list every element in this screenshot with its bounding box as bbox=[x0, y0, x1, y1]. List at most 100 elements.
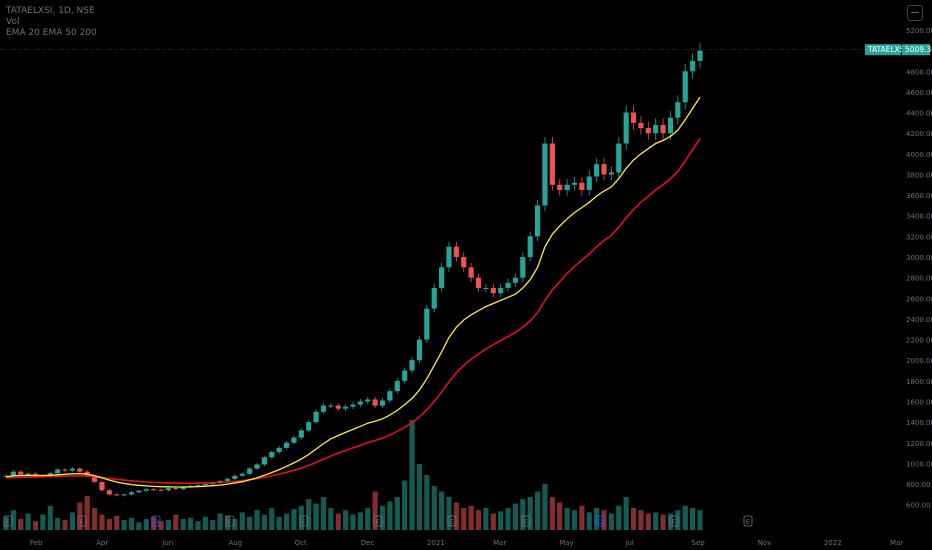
volume-bar bbox=[424, 475, 430, 530]
event-marker-label: E bbox=[746, 518, 750, 526]
candle-body bbox=[10, 471, 16, 476]
candle-body bbox=[365, 399, 371, 402]
candle-body bbox=[25, 473, 31, 475]
candle-body bbox=[335, 405, 341, 409]
volume-bar bbox=[32, 521, 39, 530]
volume-bar bbox=[468, 505, 474, 530]
candle-body bbox=[542, 143, 548, 206]
candle-body bbox=[468, 267, 474, 278]
candle-body bbox=[47, 473, 53, 476]
candle-body bbox=[276, 447, 282, 453]
x-tick-label: Nov bbox=[758, 539, 772, 547]
volume-bar bbox=[99, 514, 105, 530]
volume-bar bbox=[40, 514, 46, 530]
y-tick-label: 3800.00 bbox=[906, 171, 932, 179]
volume-bar bbox=[630, 508, 637, 530]
event-marker-label: E bbox=[376, 518, 380, 526]
y-axis: 600.00 800.00 1000.00 1200.00 1400.00 1600.00… bbox=[906, 27, 932, 510]
candle-body bbox=[579, 182, 585, 190]
volume-bar bbox=[453, 502, 459, 530]
event-marker bbox=[151, 515, 161, 527]
candle-body bbox=[210, 483, 216, 485]
y-tick-label: 2600.00 bbox=[906, 295, 932, 303]
volume-bar bbox=[55, 517, 61, 530]
x-tick-label: Oct bbox=[295, 539, 307, 547]
volume-bar bbox=[594, 508, 600, 530]
volume-bars bbox=[3, 420, 703, 530]
volume-bar bbox=[571, 510, 578, 530]
y-tick-label: 3200.00 bbox=[906, 233, 932, 241]
event-marker-label: E bbox=[302, 518, 306, 526]
volume-bar bbox=[549, 497, 555, 530]
volume-bar bbox=[276, 516, 282, 530]
volume-bar bbox=[498, 511, 504, 530]
volume-bar bbox=[254, 510, 260, 530]
volume-bar bbox=[409, 420, 415, 530]
candle-body bbox=[121, 494, 127, 496]
legend-volume: Vol bbox=[6, 17, 20, 27]
volume-bar bbox=[291, 509, 297, 530]
candle-body bbox=[594, 164, 600, 177]
volume-bar bbox=[483, 508, 489, 530]
candle-body bbox=[298, 430, 304, 438]
y-tick-label: 2400.00 bbox=[906, 316, 932, 324]
event-marker-label: E bbox=[524, 518, 528, 526]
candle-body bbox=[505, 282, 511, 288]
volume-bar bbox=[394, 497, 400, 530]
volume-bar bbox=[47, 505, 53, 530]
event-marker-label: D bbox=[154, 518, 159, 526]
volume-bar bbox=[660, 514, 666, 530]
candle-body bbox=[608, 172, 614, 175]
candle-body bbox=[520, 257, 526, 278]
event-marker bbox=[225, 515, 235, 527]
candle-body bbox=[475, 277, 482, 288]
candle-body bbox=[564, 184, 570, 190]
candle-body bbox=[630, 112, 637, 123]
candle-body bbox=[675, 102, 681, 118]
event-marker bbox=[299, 515, 309, 527]
volume-bar bbox=[151, 516, 157, 530]
y-tick-label: 600.00 bbox=[906, 502, 931, 510]
y-tick-label: 4200.00 bbox=[906, 130, 932, 138]
event-marker-label: D bbox=[598, 518, 603, 526]
event-marker bbox=[743, 515, 753, 527]
candle-body bbox=[343, 406, 349, 409]
price-tag: TATAELXSI 5009.30 bbox=[865, 44, 932, 56]
y-tick-label: 2200.00 bbox=[906, 337, 932, 345]
candle-body bbox=[653, 124, 659, 134]
volume-bar bbox=[690, 508, 696, 530]
volume-bar bbox=[247, 516, 253, 530]
volume-bar bbox=[520, 499, 526, 530]
candle-body bbox=[682, 71, 688, 103]
candle-body bbox=[269, 452, 275, 458]
candle-body bbox=[498, 287, 504, 294]
maximize-button[interactable] bbox=[907, 5, 923, 21]
candle-body bbox=[453, 246, 459, 258]
candle-body bbox=[638, 122, 644, 129]
candle-body bbox=[99, 481, 105, 491]
volume-bar bbox=[121, 520, 127, 530]
candle-body bbox=[439, 267, 445, 288]
volume-bar bbox=[335, 513, 341, 530]
volume-bar bbox=[446, 497, 452, 530]
y-tick-label: 1600.00 bbox=[906, 398, 932, 406]
candle-body bbox=[616, 143, 622, 173]
volume-bar bbox=[490, 513, 496, 530]
volume-bar bbox=[306, 499, 312, 530]
volume-bar bbox=[357, 512, 363, 530]
candle-body bbox=[106, 490, 112, 495]
volume-bar bbox=[372, 491, 378, 530]
candle-body bbox=[151, 489, 157, 491]
candle-body bbox=[136, 490, 142, 493]
x-tick-label: 2021 bbox=[427, 539, 445, 547]
x-tick-label: May bbox=[559, 539, 573, 547]
candle-body bbox=[645, 128, 651, 134]
event-marker bbox=[447, 515, 457, 527]
volume-bar bbox=[586, 512, 592, 530]
event-marker bbox=[373, 515, 383, 527]
volume-bar bbox=[217, 513, 223, 530]
volume-bar bbox=[512, 503, 519, 530]
candle-body bbox=[77, 468, 83, 472]
candle-body bbox=[527, 236, 533, 258]
